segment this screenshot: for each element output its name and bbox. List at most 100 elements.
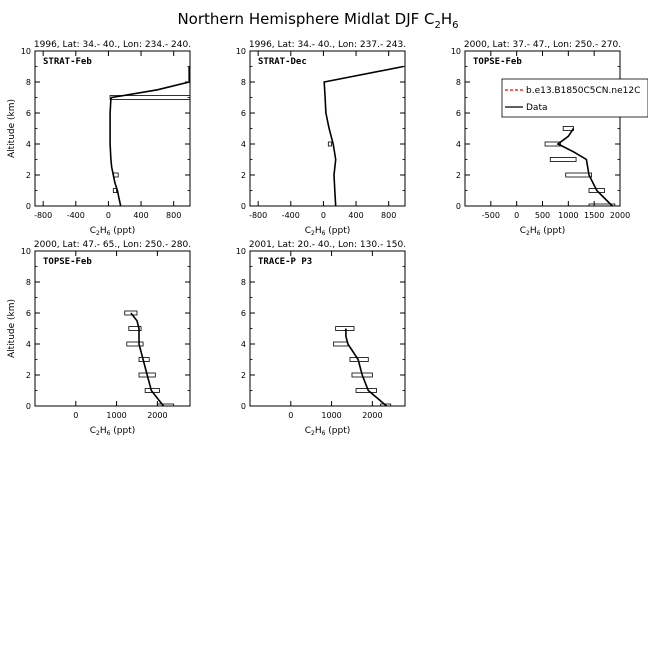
y-tick-label: 2 bbox=[241, 371, 246, 380]
panel-header: 1996, Lat: 34.- 40., Lon: 237.- 243. bbox=[249, 40, 406, 50]
legend-label-2: Data bbox=[526, 103, 548, 113]
x-tick-label: -400 bbox=[67, 211, 85, 220]
figure-title: Northern Hemisphere Midlat DJF C2H6 bbox=[177, 10, 458, 31]
plot-frame bbox=[34, 250, 191, 407]
range-box-3 bbox=[109, 95, 190, 100]
x-axis-label: C2H6 (ppt) bbox=[90, 426, 136, 437]
y-tick-label: 2 bbox=[26, 171, 31, 180]
x-tick-label: -500 bbox=[482, 211, 500, 220]
panel-label: STRAT-Dec bbox=[258, 57, 307, 67]
x-tick-label: 2000 bbox=[147, 411, 167, 420]
y-tick-label: 10 bbox=[21, 47, 31, 56]
x-tick-label: 0 bbox=[321, 211, 326, 220]
panel-header: 1996, Lat: 34.- 40., Lon: 234.- 240. bbox=[34, 40, 191, 50]
x-tick-label: 800 bbox=[381, 211, 396, 220]
plot-frame bbox=[249, 50, 406, 207]
panels-group: 1996, Lat: 34.- 40., Lon: 234.- 240. 0 2 4 6… bbox=[7, 40, 630, 437]
y-tick-label: 2 bbox=[241, 171, 246, 180]
x-tick-label: 0 bbox=[514, 211, 519, 220]
panel-header: 2000, Lat: 47.- 65., Lon: 250.- 280. bbox=[34, 240, 191, 250]
y-tick-label: 10 bbox=[236, 247, 246, 256]
y-tick-label: 6 bbox=[456, 109, 461, 118]
x-axis-label: C2H6 (ppt) bbox=[305, 226, 351, 237]
range-box-6 bbox=[128, 326, 142, 331]
y-tick-label: 0 bbox=[456, 202, 461, 211]
data-series-line bbox=[323, 65, 404, 206]
range-box-1 bbox=[327, 141, 332, 147]
x-tick-label: 400 bbox=[133, 211, 148, 220]
range-box-1 bbox=[588, 203, 616, 206]
range-box-7 bbox=[124, 310, 138, 316]
y-tick-label: 6 bbox=[241, 109, 246, 118]
legend-box bbox=[501, 78, 648, 118]
range-box-6 bbox=[335, 326, 355, 331]
plot-area bbox=[333, 326, 392, 406]
x-tick-label: 0 bbox=[288, 411, 293, 420]
y-axis-label: Altitude (km) bbox=[7, 99, 17, 158]
y-tick-label: 6 bbox=[26, 109, 31, 118]
y-tick-label: 8 bbox=[241, 278, 246, 287]
x-axis-label: C2H6 (ppt) bbox=[520, 226, 566, 237]
x-tick-label: 800 bbox=[166, 211, 181, 220]
x-tick-label: 2000 bbox=[610, 211, 630, 220]
y-tick-label: 8 bbox=[26, 78, 31, 87]
y-tick-label: 10 bbox=[236, 47, 246, 56]
data-series-line bbox=[556, 128, 613, 206]
y-axis-label: Altitude (km) bbox=[7, 299, 17, 358]
range-box-4 bbox=[549, 157, 577, 162]
x-tick-label: 1500 bbox=[584, 211, 604, 220]
plot-area bbox=[109, 66, 190, 206]
legend: b.e13.B1850C5CN.ne12C Data bbox=[501, 78, 648, 118]
plot-area bbox=[544, 126, 616, 206]
chart-panel-2: 1996, Lat: 34.- 40., Lon: 237.- 243. 0 2 4 6… bbox=[236, 40, 406, 237]
x-tick-label: 0 bbox=[73, 411, 78, 420]
y-tick-label: 4 bbox=[26, 140, 31, 149]
legend-label-1: b.e13.B1850C5CN.ne12C bbox=[526, 86, 640, 96]
panel-header: 2000, Lat: 37.- 47., Lon: 250.- 270. bbox=[464, 40, 621, 50]
x-tick-label: -800 bbox=[34, 211, 52, 220]
x-tick-label: 400 bbox=[348, 211, 363, 220]
y-tick-label: 6 bbox=[26, 309, 31, 318]
plot-frame bbox=[464, 50, 621, 207]
x-tick-label: -800 bbox=[249, 211, 267, 220]
range-box-1 bbox=[112, 188, 117, 193]
x-tick-label: 500 bbox=[535, 211, 550, 220]
y-tick-label: 4 bbox=[241, 340, 246, 349]
y-tick-label: 8 bbox=[456, 78, 461, 87]
panel-label: TOPSE-Feb bbox=[473, 57, 522, 67]
range-box-1 bbox=[156, 403, 175, 406]
range-box-5 bbox=[126, 341, 144, 347]
y-tick-label: 4 bbox=[456, 140, 461, 149]
x-tick-label: 0 bbox=[106, 211, 111, 220]
x-axis-label: C2H6 (ppt) bbox=[305, 426, 351, 437]
y-tick-label: 4 bbox=[241, 140, 246, 149]
y-tick-label: 10 bbox=[21, 247, 31, 256]
range-box-1 bbox=[380, 403, 392, 406]
chart-panel-1: 1996, Lat: 34.- 40., Lon: 234.- 240. 0 2 4 6… bbox=[7, 40, 191, 237]
panel-label: TRACE-P P3 bbox=[258, 257, 312, 267]
range-box-2 bbox=[355, 388, 377, 393]
y-tick-label: 2 bbox=[26, 371, 31, 380]
x-tick-label: -400 bbox=[282, 211, 300, 220]
panel-label: TOPSE-Feb bbox=[43, 257, 92, 267]
y-tick-label: 0 bbox=[241, 402, 246, 411]
y-tick-label: 6 bbox=[241, 309, 246, 318]
x-tick-label: 1000 bbox=[106, 411, 126, 420]
x-tick-label: 2000 bbox=[362, 411, 382, 420]
y-tick-label: 0 bbox=[26, 202, 31, 211]
plot-frame bbox=[34, 50, 191, 207]
chart-panel-3: 2000, Lat: 37.- 47., Lon: 250.- 270. 0 2 4 6… bbox=[451, 40, 630, 237]
y-tick-label: 8 bbox=[26, 278, 31, 287]
data-series-line bbox=[130, 312, 165, 406]
plot-frame bbox=[249, 250, 406, 407]
range-box-5 bbox=[544, 141, 561, 147]
x-tick-label: 1000 bbox=[558, 211, 578, 220]
x-tick-label: 1000 bbox=[321, 411, 341, 420]
plot-area bbox=[323, 65, 404, 206]
panel-label: STRAT-Feb bbox=[43, 57, 92, 67]
plot-area bbox=[124, 310, 175, 406]
y-tick-label: 0 bbox=[241, 202, 246, 211]
chart-panel-4: 2000, Lat: 47.- 65., Lon: 250.- 280. 0 2 4 6… bbox=[7, 240, 191, 437]
range-box-2 bbox=[588, 188, 605, 193]
